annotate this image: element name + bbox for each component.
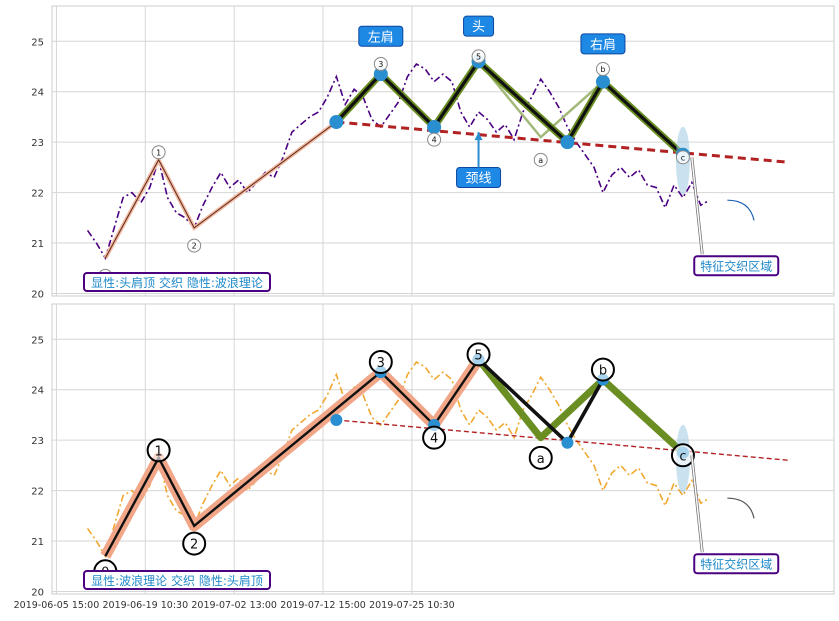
wave-label-circle	[146, 438, 171, 463]
y-tick-label: 25	[31, 37, 44, 48]
pivot-marker	[329, 115, 344, 129]
y-tick-label: 22	[31, 487, 44, 498]
callout-arrow	[691, 157, 703, 255]
y-tick-label: 23	[31, 138, 44, 149]
pivot-marker	[330, 414, 343, 426]
pivot-marker	[560, 135, 575, 150]
y-tick-label: 20	[31, 587, 44, 598]
wave-label-circle	[670, 443, 695, 468]
wave-label-2: 2	[192, 242, 197, 251]
y-tick-label: 24	[31, 386, 44, 397]
wave-label-5: 5	[474, 348, 482, 363]
wave-label-circle	[368, 350, 393, 374]
panel-bottom: 202122232425012345abc特征交织区域显性:波浪理论 交织 隐性…	[14, 303, 835, 611]
callout-box	[693, 255, 780, 277]
annotation-text: 头	[472, 20, 485, 35]
wave-label-c: c	[679, 449, 686, 464]
wave-label-circle	[533, 152, 548, 167]
wave-label-circle	[595, 62, 610, 77]
x-tick-label: 2019-06-19 10:30	[103, 600, 189, 611]
y-tick-label: 20	[31, 289, 44, 300]
plot-frame	[51, 5, 835, 297]
annotation-text: 颈线	[466, 171, 492, 186]
pivot-marker	[595, 74, 610, 89]
y-tick-label: 25	[31, 335, 44, 346]
annotation-text: 右肩	[590, 37, 616, 53]
callout-arrow	[691, 455, 703, 553]
wave-label-circle	[466, 342, 491, 367]
wave-line	[104, 358, 480, 557]
wave-label-circle	[373, 57, 388, 71]
x-tick-label: 2019-07-02 13:00	[191, 600, 277, 611]
annotation-box	[358, 25, 404, 47]
wave-label-b: b	[599, 364, 607, 379]
pale-zigzag	[477, 60, 604, 139]
pivot-marker	[561, 436, 574, 449]
wave-label-circle	[471, 49, 486, 64]
wave-line	[104, 121, 337, 259]
y-tick-label: 21	[31, 537, 44, 548]
pivot-marker	[427, 120, 442, 135]
y-tick-label: 24	[31, 88, 44, 99]
panel-top: 202122232425012345abc左肩头右肩颈线特征交织区域显性:头肩顶…	[31, 5, 835, 300]
y-tick-label: 22	[31, 189, 44, 200]
annotation-text: 左肩	[368, 29, 394, 45]
pivot-marker	[373, 67, 388, 82]
caption-text: 显性:头肩顶 交织 隐性:波浪理论	[91, 275, 263, 290]
wave-label-1: 1	[156, 148, 161, 157]
caption-text: 显性:波浪理论 交织 隐性:头肩顶	[91, 573, 263, 588]
annotation-box	[463, 15, 495, 37]
caption-box	[83, 570, 271, 590]
wave-label-c: c	[681, 153, 685, 162]
wave-label-b: b	[600, 65, 605, 74]
trend-arrow	[727, 199, 755, 221]
x-tick-label: 2019-07-12 15:00	[280, 600, 366, 611]
wave-label-circle	[182, 531, 207, 556]
y-tick-label: 23	[31, 436, 44, 447]
annotation-box	[580, 33, 626, 55]
x-tick-label: 2019-07-25 10:30	[369, 600, 455, 611]
wave-label-5: 5	[476, 52, 481, 61]
wave-label-3: 3	[377, 356, 385, 371]
trend-arrow	[727, 497, 755, 519]
wave-label-circle	[151, 145, 166, 160]
wave-label-a: a	[537, 452, 545, 467]
callout-text: 特征交织区域	[700, 557, 772, 572]
arrow-head	[474, 132, 483, 141]
wave-label-1: 1	[154, 444, 162, 459]
wave-label-circle	[187, 238, 202, 253]
wave-label-4: 4	[432, 136, 437, 145]
wave-label-circle	[427, 132, 442, 147]
callout-text: 特征交织区域	[700, 259, 772, 274]
zigzag-green	[475, 357, 686, 456]
y-tick-label: 21	[31, 239, 44, 250]
wave-label-2: 2	[190, 538, 198, 553]
caption-box	[83, 272, 271, 292]
wave-label-circle	[590, 357, 615, 382]
wave-label-circle	[528, 445, 553, 470]
wave-label-a: a	[538, 156, 543, 165]
wave-label-circle	[675, 150, 690, 165]
callout-box	[693, 553, 780, 575]
wave-label-circle	[422, 425, 447, 450]
wave-label-3: 3	[378, 60, 383, 69]
plot-frame	[51, 303, 835, 595]
wave-label-4: 4	[430, 432, 438, 447]
x-tick-label: 2019-06-05 15:00	[14, 600, 100, 611]
